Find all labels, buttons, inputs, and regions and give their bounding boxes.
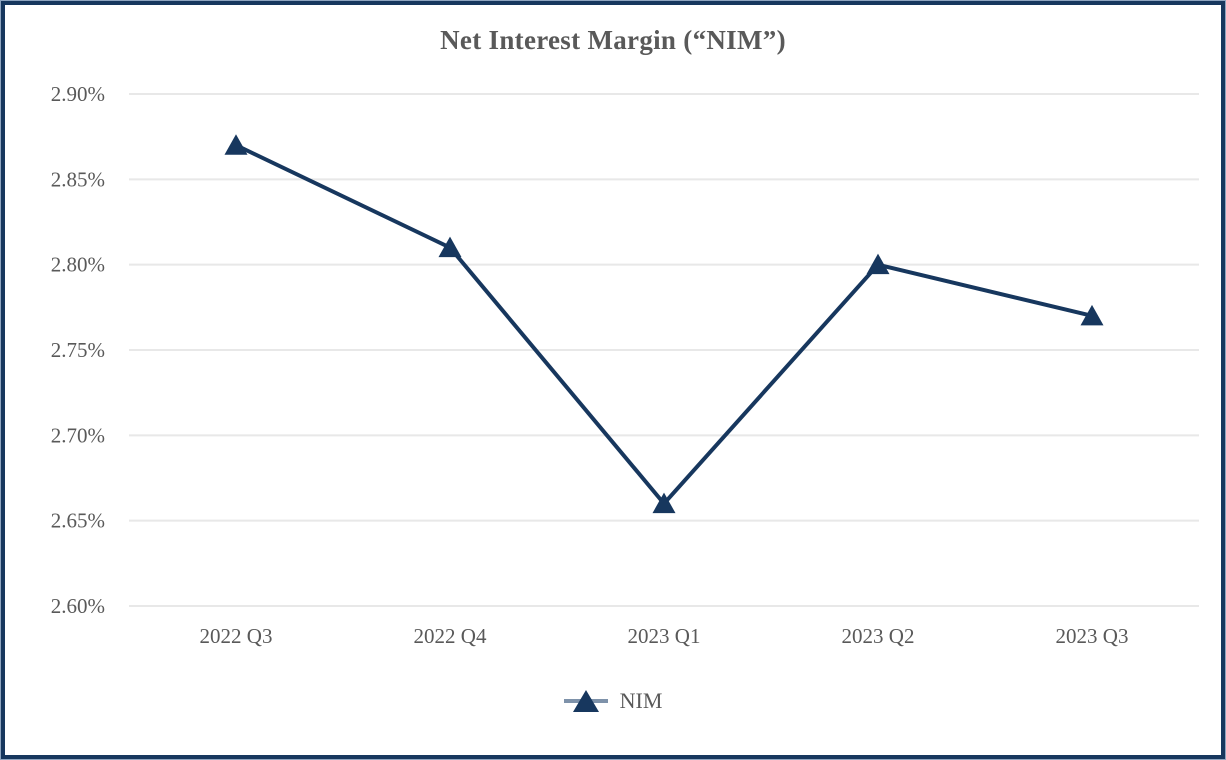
nim-data-point-marker <box>438 236 462 258</box>
x-axis-category-label: 2023 Q2 <box>842 624 915 648</box>
y-axis-tick-label: 2.85% <box>51 167 105 191</box>
nim-data-point-marker <box>652 492 676 514</box>
x-axis-category-label: 2022 Q4 <box>414 624 487 648</box>
y-axis-tick-label: 2.80% <box>51 253 105 277</box>
y-axis-tick-label: 2.90% <box>51 82 105 106</box>
legend: NIM <box>1 687 1225 715</box>
x-axis-category-label: 2022 Q3 <box>200 624 273 648</box>
x-axis-category-label: 2023 Q1 <box>628 624 701 648</box>
nim-data-point-marker <box>224 134 248 155</box>
y-axis-tick-label: 2.60% <box>51 594 105 618</box>
y-axis-tick-label: 2.65% <box>51 509 105 533</box>
y-axis-tick-label: 2.70% <box>51 423 105 447</box>
legend-marker <box>563 687 608 715</box>
nim-series-line <box>235 143 1093 507</box>
legend-label: NIM <box>619 688 663 713</box>
legend-triangle-marker-icon <box>572 690 599 712</box>
nim-data-point-marker <box>1080 304 1104 326</box>
chart-title: Net Interest Margin (“NIM”) <box>440 25 786 55</box>
nim-data-point-marker <box>866 253 890 275</box>
x-axis-category-label: 2023 Q3 <box>1056 624 1129 648</box>
y-axis-tick-label: 2.75% <box>51 338 105 362</box>
